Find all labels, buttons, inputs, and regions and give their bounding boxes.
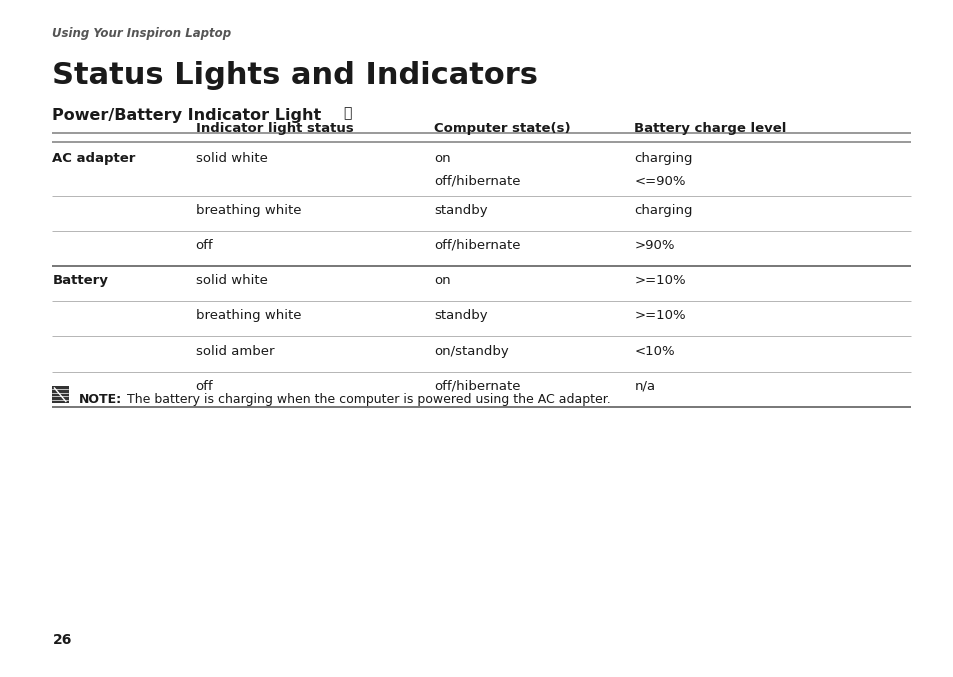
Text: >=10%: >=10% bbox=[634, 309, 685, 322]
Text: Power/Battery Indicator Light: Power/Battery Indicator Light bbox=[52, 108, 321, 123]
Text: standby: standby bbox=[434, 204, 487, 217]
Text: NOTE:: NOTE: bbox=[79, 393, 122, 406]
Text: standby: standby bbox=[434, 309, 487, 322]
Text: on/standby: on/standby bbox=[434, 345, 508, 357]
Text: >=10%: >=10% bbox=[634, 274, 685, 287]
Text: solid amber: solid amber bbox=[195, 345, 274, 357]
Text: Battery charge level: Battery charge level bbox=[634, 123, 786, 135]
Text: >90%: >90% bbox=[634, 239, 674, 252]
Text: The battery is charging when the computer is powered using the AC adapter.: The battery is charging when the compute… bbox=[123, 393, 610, 406]
Text: Battery: Battery bbox=[52, 274, 109, 287]
Text: <=90%: <=90% bbox=[634, 175, 685, 188]
Text: breathing white: breathing white bbox=[195, 204, 301, 217]
Text: on: on bbox=[434, 152, 450, 165]
Text: charging: charging bbox=[634, 204, 692, 217]
Text: solid white: solid white bbox=[195, 274, 267, 287]
Text: ⏻: ⏻ bbox=[343, 106, 352, 121]
Text: off: off bbox=[195, 239, 213, 252]
Text: solid white: solid white bbox=[195, 152, 267, 165]
Text: off/hibernate: off/hibernate bbox=[434, 380, 520, 393]
Text: off/hibernate: off/hibernate bbox=[434, 239, 520, 252]
Text: on: on bbox=[434, 274, 450, 287]
Text: AC adapter: AC adapter bbox=[52, 152, 135, 165]
Text: <10%: <10% bbox=[634, 345, 675, 357]
Text: Indicator light status: Indicator light status bbox=[195, 123, 353, 135]
Bar bbox=[51, 386, 69, 403]
Text: n/a: n/a bbox=[634, 380, 655, 393]
Text: Computer state(s): Computer state(s) bbox=[434, 123, 570, 135]
Text: off/hibernate: off/hibernate bbox=[434, 175, 520, 188]
Text: off: off bbox=[195, 380, 213, 393]
Text: Using Your Inspiron Laptop: Using Your Inspiron Laptop bbox=[52, 27, 232, 40]
Text: 26: 26 bbox=[52, 632, 71, 647]
Text: charging: charging bbox=[634, 152, 692, 165]
Text: breathing white: breathing white bbox=[195, 309, 301, 322]
Text: Status Lights and Indicators: Status Lights and Indicators bbox=[52, 61, 537, 90]
